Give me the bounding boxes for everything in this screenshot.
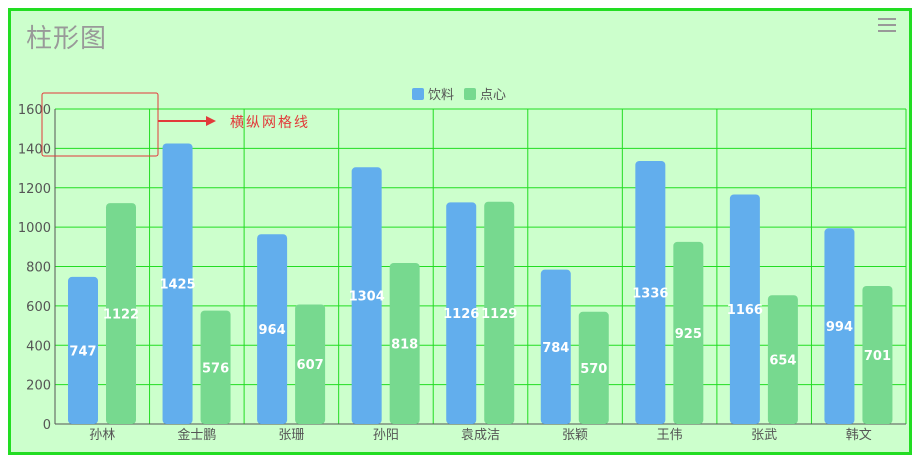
- bar-drinks[interactable]: [540, 269, 571, 424]
- bar-drinks[interactable]: [351, 167, 382, 424]
- x-tick-label: 韩文: [846, 428, 872, 443]
- legend-item-snacks[interactable]: 点心: [464, 84, 506, 103]
- bar-snacks[interactable]: [200, 310, 231, 424]
- bar-drinks[interactable]: [635, 160, 666, 424]
- legend-label-drinks: 饮料: [428, 88, 455, 103]
- x-tick-label: 袁成洁: [461, 428, 500, 443]
- bar-value-label: 1122: [103, 308, 139, 323]
- legend-item-drinks[interactable]: 饮料: [412, 84, 454, 103]
- bar-value-label: 1129: [481, 307, 517, 322]
- y-tick-label: 600: [26, 300, 51, 315]
- bar-value-label: 576: [202, 361, 229, 376]
- bar-value-label: 654: [769, 354, 796, 369]
- bar-value-label: 1304: [349, 290, 385, 305]
- bar-snacks[interactable]: [862, 285, 893, 424]
- x-tick-label: 张珊: [278, 428, 304, 443]
- bar-snacks[interactable]: [484, 201, 515, 424]
- bar-value-label: 964: [259, 323, 286, 338]
- x-tick-label: 孙阳: [373, 428, 399, 443]
- x-tick-label: 王伟: [657, 428, 683, 443]
- y-tick-label: 800: [26, 261, 51, 276]
- y-tick-label: 1600: [18, 103, 51, 118]
- bar-snacks[interactable]: [106, 203, 136, 424]
- bar-value-label: 925: [675, 327, 702, 342]
- annotation-arrow-head: [206, 116, 216, 126]
- bar-value-label: 570: [580, 362, 607, 377]
- bar-snacks[interactable]: [578, 311, 609, 424]
- bar-snacks[interactable]: [673, 241, 704, 424]
- y-tick-label: 400: [26, 339, 51, 354]
- x-tick-label: 张武: [751, 428, 777, 443]
- bar-drinks[interactable]: [446, 202, 477, 424]
- bar-value-label: 1336: [632, 286, 668, 301]
- bar-drinks[interactable]: [162, 143, 193, 424]
- bar-snacks[interactable]: [389, 262, 420, 424]
- x-tick-label: 金士鹏: [177, 427, 216, 443]
- bar-snacks[interactable]: [767, 295, 798, 424]
- annotation-box: [41, 92, 159, 157]
- bar-drinks[interactable]: [68, 276, 98, 424]
- bar-value-label: 994: [826, 320, 853, 335]
- y-tick-label: 200: [26, 379, 51, 394]
- bar-drinks[interactable]: [257, 234, 288, 424]
- y-tick-label: 1400: [18, 142, 51, 157]
- bar-value-label: 747: [69, 344, 96, 359]
- y-tick-label: 0: [43, 418, 51, 433]
- legend-swatch-snacks: [464, 87, 477, 100]
- legend: 饮料 点心: [412, 84, 516, 103]
- bar-value-label: 1166: [727, 303, 763, 318]
- x-tick-label: 孙林: [89, 428, 115, 443]
- bar-value-label: 1126: [443, 307, 479, 322]
- bar-value-label: 818: [391, 337, 418, 352]
- y-tick-label: 1000: [18, 221, 51, 236]
- bar-value-label: 784: [542, 341, 569, 356]
- legend-label-snacks: 点心: [480, 88, 507, 103]
- chart-title: 柱形图: [26, 24, 108, 54]
- y-tick-label: 1200: [18, 182, 51, 197]
- bar-drinks[interactable]: [729, 194, 760, 424]
- bar-drinks[interactable]: [824, 228, 855, 424]
- menu-icon[interactable]: [878, 18, 896, 32]
- bar-value-label: 701: [864, 349, 891, 364]
- bar-snacks[interactable]: [295, 304, 326, 424]
- bar-value-label: 607: [297, 358, 324, 373]
- bar-value-label: 1425: [159, 278, 195, 293]
- annotation-text: 横纵网格线: [230, 115, 310, 131]
- legend-swatch-drinks: [412, 87, 424, 100]
- x-tick-label: 张颖: [562, 428, 588, 443]
